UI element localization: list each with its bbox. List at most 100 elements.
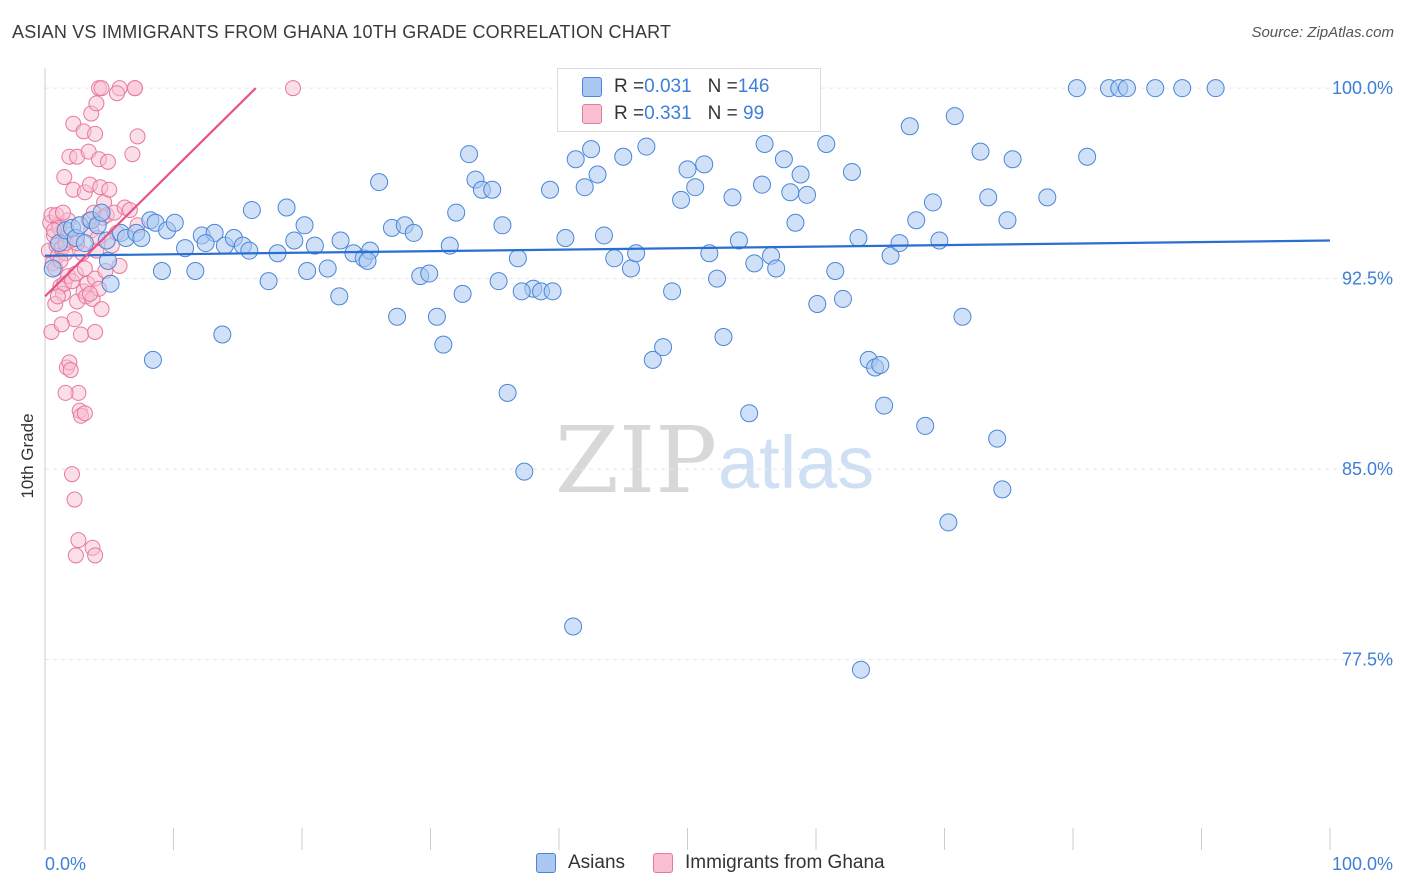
asian-point — [152, 262, 171, 280]
asian-point — [165, 213, 184, 232]
asian-point — [781, 183, 800, 202]
ghana-point — [121, 202, 138, 219]
asian-point — [953, 307, 972, 326]
asian-point — [627, 244, 646, 263]
ghana-point — [126, 80, 143, 97]
legend-n-value: 146 — [737, 76, 770, 97]
ghana-point — [66, 491, 83, 508]
asian-point — [753, 175, 772, 194]
asian-point — [939, 513, 958, 532]
asian-point — [97, 231, 116, 250]
series-legend-label: Asians — [568, 852, 626, 873]
ghana-point — [54, 204, 71, 221]
asian-point — [98, 251, 117, 270]
asian-point — [998, 211, 1017, 230]
asian-point — [196, 234, 215, 253]
asian-point — [242, 201, 261, 220]
asian-point — [826, 262, 845, 280]
series-legend-ghana[interactable]: Immigrants from Ghana — [653, 852, 885, 874]
asian-point — [988, 429, 1007, 448]
asian-point — [132, 228, 151, 247]
ghana-point — [87, 323, 104, 340]
y-tick-label: 92.5% — [1342, 269, 1393, 289]
ghana-point — [129, 128, 146, 145]
asian-trendline — [44, 239, 1331, 257]
stats-legend: R = 0.031 N = 146 R = 0.331 N = 99 — [557, 68, 821, 132]
asian-point — [678, 160, 697, 179]
asian-point — [43, 259, 62, 278]
asian-point — [900, 117, 919, 136]
ghana-point — [124, 146, 141, 163]
asian-point — [541, 180, 560, 199]
watermark-zip: ZIP — [555, 407, 717, 514]
asian-point — [143, 350, 162, 369]
asian-point — [851, 660, 870, 679]
asian-point — [1146, 79, 1165, 98]
asian-point — [318, 259, 337, 278]
legend-r-value: 0.331 — [644, 103, 692, 124]
asian-point — [1078, 147, 1097, 166]
y-axis-label: 10th Grade — [18, 413, 37, 499]
y-tick-label: 77.5% — [1342, 650, 1393, 670]
asian-point — [92, 203, 111, 222]
legend-row-ghana: R = 0.331 N = 99 — [582, 101, 764, 127]
asian-point — [566, 150, 585, 169]
legend-r-label: R = — [614, 103, 645, 124]
legend-r-value: 0.031 — [644, 76, 692, 97]
asian-point — [614, 147, 633, 166]
asian-point — [875, 396, 894, 415]
asian-point — [447, 203, 466, 222]
asian-point — [434, 335, 453, 354]
asian-point — [1038, 188, 1057, 207]
ghana-point — [76, 405, 93, 422]
ghana-point — [93, 80, 110, 97]
asian-point — [798, 185, 817, 204]
series-legend-label: Immigrants from Ghana — [685, 852, 885, 873]
legend-row-asians: R = 0.031 N = 146 — [582, 74, 769, 100]
asian-point — [556, 228, 575, 247]
asian-point — [971, 142, 990, 161]
asian-point — [420, 264, 439, 283]
ghana-point — [49, 288, 66, 305]
asian-point — [686, 178, 705, 197]
asian-point — [370, 173, 389, 192]
legend-n-label: N = — [707, 103, 738, 124]
asian-point — [75, 234, 94, 253]
asian-point — [259, 272, 278, 291]
asian-point — [808, 295, 827, 314]
watermark: ZIP atlas — [555, 407, 874, 514]
asian-point — [498, 383, 517, 402]
ghana-point — [285, 80, 302, 97]
asian-point — [791, 165, 810, 184]
asian-point — [295, 216, 314, 235]
asian-point — [186, 262, 205, 280]
asian-point — [515, 462, 534, 481]
asian-point — [543, 282, 562, 301]
asian-point — [101, 274, 120, 293]
asian-point — [979, 188, 998, 207]
asian-point — [849, 228, 868, 247]
asian-point — [871, 355, 890, 374]
asian-point — [767, 259, 786, 278]
asian-point — [1206, 79, 1225, 98]
asian-point — [945, 107, 964, 126]
ghana-point — [87, 125, 104, 142]
asian-point — [654, 338, 673, 357]
x-tick-label-right: 100.0% — [1332, 854, 1393, 874]
asian-point — [427, 307, 446, 326]
asian-point — [643, 350, 662, 369]
asian-point — [213, 325, 232, 344]
asian-point — [774, 150, 793, 169]
asian-point — [483, 180, 502, 199]
asian-point — [621, 259, 640, 278]
series-legend-asians[interactable]: Asians — [536, 852, 625, 874]
asian-point — [714, 328, 733, 347]
asian-point — [993, 480, 1012, 499]
ghana-point — [57, 384, 74, 401]
ghana-point — [56, 169, 73, 186]
asian-point — [695, 155, 714, 174]
asian-point — [453, 284, 472, 303]
asian-point — [833, 289, 852, 308]
asian-point — [930, 231, 949, 250]
